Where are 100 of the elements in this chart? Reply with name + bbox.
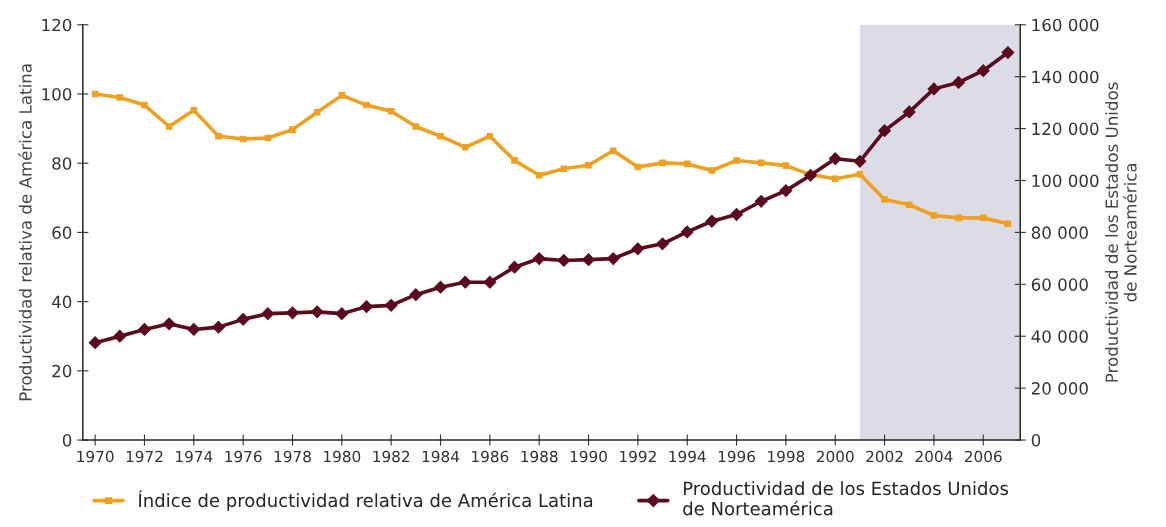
point (585, 161, 592, 169)
point (856, 170, 864, 178)
x-tick-label: 2000 (816, 450, 854, 463)
x-tick-label: 1988 (521, 450, 558, 463)
point (976, 64, 990, 78)
y-tick-label: 20 (52, 364, 72, 378)
x-tick-label: 1970 (77, 450, 114, 463)
x-tick-label: 1996 (718, 450, 756, 463)
y-axis-title: Productividad relativa de América Latina (18, 64, 32, 401)
x-tick-label: 1976 (225, 450, 262, 463)
point (979, 214, 987, 222)
y-tick-label: 80 (52, 157, 72, 170)
point (535, 172, 543, 179)
point (902, 105, 916, 119)
point (560, 165, 568, 173)
point (113, 329, 127, 343)
point (683, 160, 691, 168)
y-tick-label: 120 (42, 18, 72, 32)
point (511, 157, 518, 164)
point (261, 307, 275, 321)
point (236, 312, 250, 326)
point (905, 201, 913, 209)
point (757, 159, 765, 167)
point (708, 167, 716, 174)
y2-tick-label: 160 000 (1032, 18, 1099, 32)
y-tick-label: 40 (51, 295, 72, 309)
point (930, 212, 938, 219)
point (828, 152, 842, 166)
x-tick-label: 1986 (472, 450, 509, 463)
point (659, 159, 666, 167)
legend-label: Índice de productividad relativa de América Latina (138, 490, 593, 511)
point (582, 253, 595, 267)
y2-tick-label: 80 000 (1031, 226, 1088, 239)
x-tick-label: 1994 (669, 450, 706, 463)
point (313, 109, 321, 116)
y2-tick-label: 0 (1031, 434, 1041, 447)
point (730, 208, 743, 221)
point (878, 124, 891, 138)
point (338, 92, 346, 99)
point (437, 132, 444, 140)
y-tick-label: 100 (42, 87, 72, 101)
point (779, 184, 793, 198)
point (508, 260, 521, 274)
point (733, 157, 740, 164)
point (412, 123, 420, 130)
x-tick-label: 1978 (274, 450, 311, 463)
point (782, 162, 790, 169)
x-tick-label: 1998 (768, 450, 805, 463)
point (434, 280, 447, 294)
y2-tick-label: 140 000 (1032, 70, 1099, 84)
point (458, 275, 472, 289)
x-tick-label: 1984 (422, 450, 460, 463)
x-tick-label: 2006 (964, 450, 1002, 463)
point (804, 168, 817, 182)
y2-tick-label: 40 000 (1031, 330, 1088, 343)
point (289, 126, 296, 133)
point (310, 305, 324, 319)
x-tick-label: 2002 (866, 450, 903, 463)
point (162, 317, 176, 331)
point (853, 154, 867, 168)
x-tick-label: 1974 (176, 450, 213, 463)
point (1004, 220, 1012, 228)
point (190, 106, 198, 114)
point (656, 237, 669, 251)
point (335, 307, 349, 321)
point (609, 147, 617, 155)
y2-tick-label: 60 000 (1031, 278, 1088, 291)
y2-tick-label: 100 000 (1032, 174, 1099, 188)
point (955, 214, 962, 222)
point (138, 323, 151, 336)
point (831, 175, 839, 183)
point (881, 196, 888, 203)
point (557, 254, 571, 267)
point (215, 132, 222, 140)
y2-tick-label: 120 000 (1032, 122, 1099, 136)
y-tick-label: 60 (52, 226, 72, 239)
legend-label: Productividad de los Estados Unidos de Norteamérica (683, 481, 1009, 516)
point (141, 101, 148, 109)
point (360, 300, 373, 314)
point (212, 320, 225, 334)
point (409, 288, 423, 302)
point (483, 275, 497, 289)
point (286, 306, 299, 320)
x-tick-label: 1972 (126, 450, 163, 463)
point (461, 143, 469, 151)
point (486, 132, 494, 140)
x-tick-label: 1992 (620, 450, 656, 463)
point (631, 242, 645, 256)
y-tick-label: 0 (62, 434, 72, 447)
x-tick-label: 1980 (324, 450, 361, 463)
point (952, 75, 965, 89)
y2-axis-title: Productividad de los Estados Unidos de Norteamérica (1105, 82, 1137, 382)
point (116, 94, 124, 101)
point (363, 101, 370, 109)
point (384, 298, 398, 312)
point (705, 214, 719, 228)
x-tick-label: 1990 (570, 450, 607, 463)
point (754, 194, 768, 208)
x-tick-label: 1982 (373, 450, 410, 463)
point (387, 107, 395, 115)
